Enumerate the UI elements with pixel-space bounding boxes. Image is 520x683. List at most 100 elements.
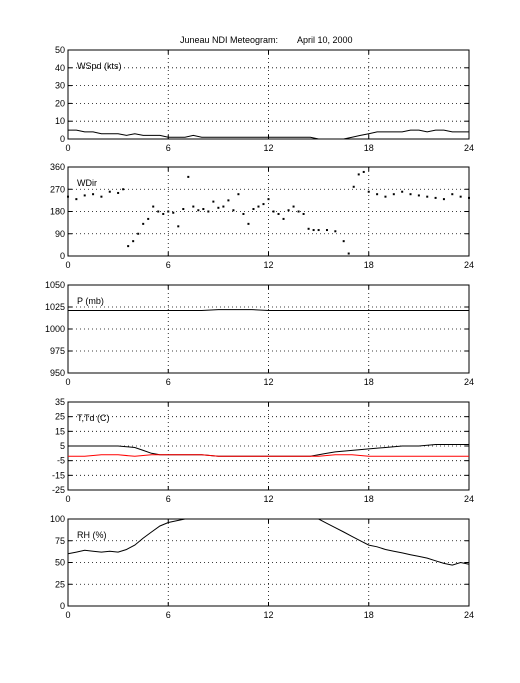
panel-label: RH (%) (77, 530, 107, 540)
y-tick-label-1: -15 (52, 470, 65, 480)
panel-5: 0 6 12 18 24 0 25 50 75 100 RH (%) (50, 514, 474, 620)
y-tick-label-1: 10 (55, 116, 65, 126)
data-point-38 (277, 212, 280, 215)
data-point-31 (242, 212, 245, 215)
y-tick-label-2: -5 (57, 456, 65, 466)
x-tick-label-0: 0 (65, 377, 70, 387)
data-point-4 (100, 195, 103, 198)
x-tick-label-0: 0 (65, 260, 70, 270)
data-point-3 (92, 193, 95, 196)
y-tick-label-3: 5 (60, 441, 65, 451)
data-point-27 (222, 205, 225, 208)
data-point-18 (177, 225, 180, 228)
data-point-35 (262, 203, 265, 206)
x-tick-label-1: 6 (166, 494, 171, 504)
data-point-46 (317, 229, 320, 232)
x-tick-label-1: 6 (166, 377, 171, 387)
data-point-6 (117, 191, 120, 194)
data-point-15 (162, 212, 165, 215)
y-tick-label-4: 100 (50, 514, 65, 524)
y-tick-label-4: 40 (55, 63, 65, 73)
y-tick-label-1: 975 (50, 346, 65, 356)
panel-2: 0 6 12 18 24 0 90 180 270 360 WDir (50, 162, 474, 270)
data-point-61 (426, 195, 429, 198)
data-point-64 (451, 193, 454, 196)
data-point-66 (468, 196, 470, 199)
data-point-19 (182, 208, 185, 211)
x-tick-label-1: 6 (166, 610, 171, 620)
data-point-16 (167, 210, 170, 213)
data-point-1 (75, 198, 78, 201)
data-point-62 (434, 196, 437, 199)
x-tick-label-4: 24 (464, 260, 474, 270)
data-point-63 (442, 198, 445, 201)
data-point-37 (272, 210, 275, 213)
data-point-41 (292, 205, 295, 208)
y-tick-label-0: 0 (60, 134, 65, 144)
data-point-20 (187, 175, 190, 178)
y-tick-label-0: 0 (60, 251, 65, 261)
data-point-42 (297, 210, 300, 213)
data-point-48 (334, 230, 337, 233)
panel-label: P (mb) (77, 296, 104, 306)
y-tick-label-0: 0 (60, 601, 65, 611)
x-tick-label-3: 18 (364, 377, 374, 387)
data-point-43 (302, 212, 305, 215)
y-tick-label-3: 1025 (45, 302, 65, 312)
x-tick-label-0: 0 (65, 494, 70, 504)
data-point-40 (287, 209, 290, 212)
data-point-30 (237, 193, 240, 196)
x-tick-label-3: 18 (364, 494, 374, 504)
y-tick-label-4: 1050 (45, 280, 65, 290)
data-point-56 (384, 195, 387, 198)
x-tick-label-2: 12 (263, 260, 273, 270)
data-point-29 (232, 209, 235, 212)
series-line-2 (68, 454, 469, 457)
data-point-11 (142, 222, 145, 225)
data-point-8 (127, 245, 130, 248)
data-point-9 (132, 240, 135, 243)
series-line-1 (67, 518, 470, 566)
data-point-10 (137, 232, 140, 235)
data-point-26 (217, 206, 220, 209)
data-point-57 (392, 193, 395, 196)
x-tick-label-3: 18 (364, 260, 374, 270)
figure-title-right: April 10, 2000 (297, 35, 353, 45)
data-point-55 (376, 193, 379, 196)
y-tick-label-5: 25 (55, 412, 65, 422)
panel-3: 0 6 12 18 24 950 975 1000 1025 1050 P (mb) (45, 280, 474, 387)
x-tick-label-0: 0 (65, 143, 70, 153)
x-tick-label-3: 18 (364, 610, 374, 620)
series-line-1 (68, 129, 469, 140)
data-point-47 (325, 229, 328, 232)
y-tick-label-1: 25 (55, 579, 65, 589)
y-tick-label-6: 35 (55, 397, 65, 407)
data-point-54 (367, 190, 370, 193)
y-tick-label-2: 50 (55, 558, 65, 568)
data-point-17 (172, 211, 175, 214)
y-tick-label-4: 360 (50, 162, 65, 172)
data-point-12 (147, 217, 150, 220)
y-tick-label-3: 30 (55, 81, 65, 91)
data-point-22 (197, 209, 200, 212)
data-point-33 (252, 208, 255, 211)
data-point-13 (152, 205, 155, 208)
y-tick-label-0: 950 (50, 368, 65, 378)
x-tick-label-2: 12 (263, 143, 273, 153)
y-tick-label-5: 50 (55, 45, 65, 55)
data-point-44 (307, 227, 310, 230)
x-tick-label-2: 12 (263, 610, 273, 620)
x-tick-label-4: 24 (464, 610, 474, 620)
panel-label: T,Td (C) (77, 413, 110, 423)
y-tick-label-3: 75 (55, 536, 65, 546)
x-tick-label-1: 6 (166, 260, 171, 270)
x-tick-label-0: 0 (65, 610, 70, 620)
data-point-21 (192, 205, 195, 208)
data-point-58 (401, 190, 404, 193)
series-line-1 (68, 309, 469, 311)
data-point-2 (83, 194, 86, 197)
data-point-59 (409, 193, 412, 196)
data-point-49 (342, 240, 345, 243)
data-point-28 (227, 199, 230, 202)
